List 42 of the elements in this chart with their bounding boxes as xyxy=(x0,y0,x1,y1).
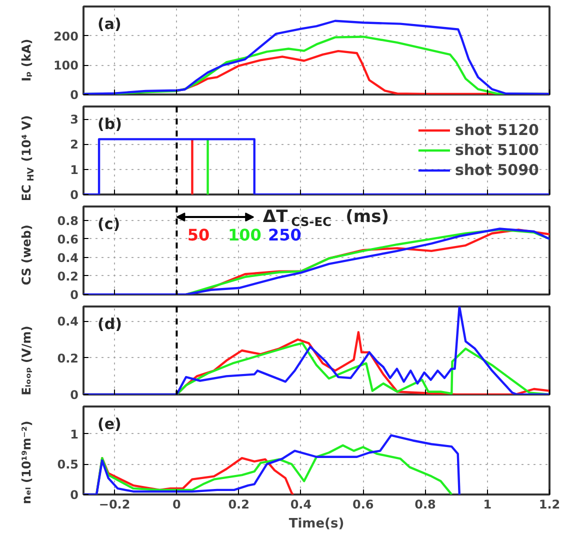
y-tick-label: 2 xyxy=(70,138,79,152)
x-tick-label: −0.2 xyxy=(98,498,130,512)
annotation: 250 xyxy=(268,226,302,245)
annotation: (c) xyxy=(97,215,120,234)
y-tick-label: 3 xyxy=(70,112,79,127)
y-tick-label: 0.6 xyxy=(57,232,79,246)
y-tick-label: 0 xyxy=(70,388,79,402)
y-tick-label: 0.5 xyxy=(57,458,79,472)
annotation: 100 xyxy=(228,226,262,245)
y-axis-title: Eₗₒₒₚ (V/m) xyxy=(20,326,34,396)
legend-label: shot 5090 xyxy=(454,161,539,179)
annotation: (d) xyxy=(97,315,122,334)
annotation: (a) xyxy=(97,15,122,34)
y-tick-label: 0.4 xyxy=(57,314,79,329)
y-tick-label: 1 xyxy=(70,162,79,177)
y-tick-label: 0.8 xyxy=(57,214,79,228)
y-tick-label: 0 xyxy=(70,288,79,302)
y-tick-label: 0 xyxy=(70,488,79,502)
annotation: (e) xyxy=(97,415,122,434)
x-tick-label: 0.2 xyxy=(228,498,250,512)
x-tick-label: 0.8 xyxy=(414,498,436,512)
y-tick-label: 0 xyxy=(70,88,79,102)
annotation: (b) xyxy=(97,115,122,134)
y-axis-title: CS (web) xyxy=(20,224,34,286)
annotation: 50 xyxy=(187,226,210,245)
y-tick-label: 0.4 xyxy=(57,250,79,265)
y-axis-title: nₑₗ (10¹⁹m⁻²) xyxy=(20,420,34,504)
y-tick-label: 100 xyxy=(53,58,79,73)
legend-label: shot 5120 xyxy=(454,121,539,139)
x-tick-label: 0.4 xyxy=(290,498,312,512)
y-tick-label: 200 xyxy=(53,29,79,44)
x-tick-label: 1.2 xyxy=(538,498,560,512)
y-tick-label: 0.2 xyxy=(57,351,79,366)
y-tick-label: 0.2 xyxy=(57,269,79,284)
x-axis-title: Time(s) xyxy=(288,516,344,532)
x-tick-label: 0 xyxy=(172,498,181,512)
x-tick-label: 1 xyxy=(483,498,492,512)
y-tick-label: 1 xyxy=(70,427,79,442)
legend-label: shot 5100 xyxy=(454,141,539,159)
x-tick-label: 0.6 xyxy=(352,498,374,512)
y-axis-title: Iₚ (kA) xyxy=(20,38,34,82)
y-tick-label: 0 xyxy=(70,188,79,202)
